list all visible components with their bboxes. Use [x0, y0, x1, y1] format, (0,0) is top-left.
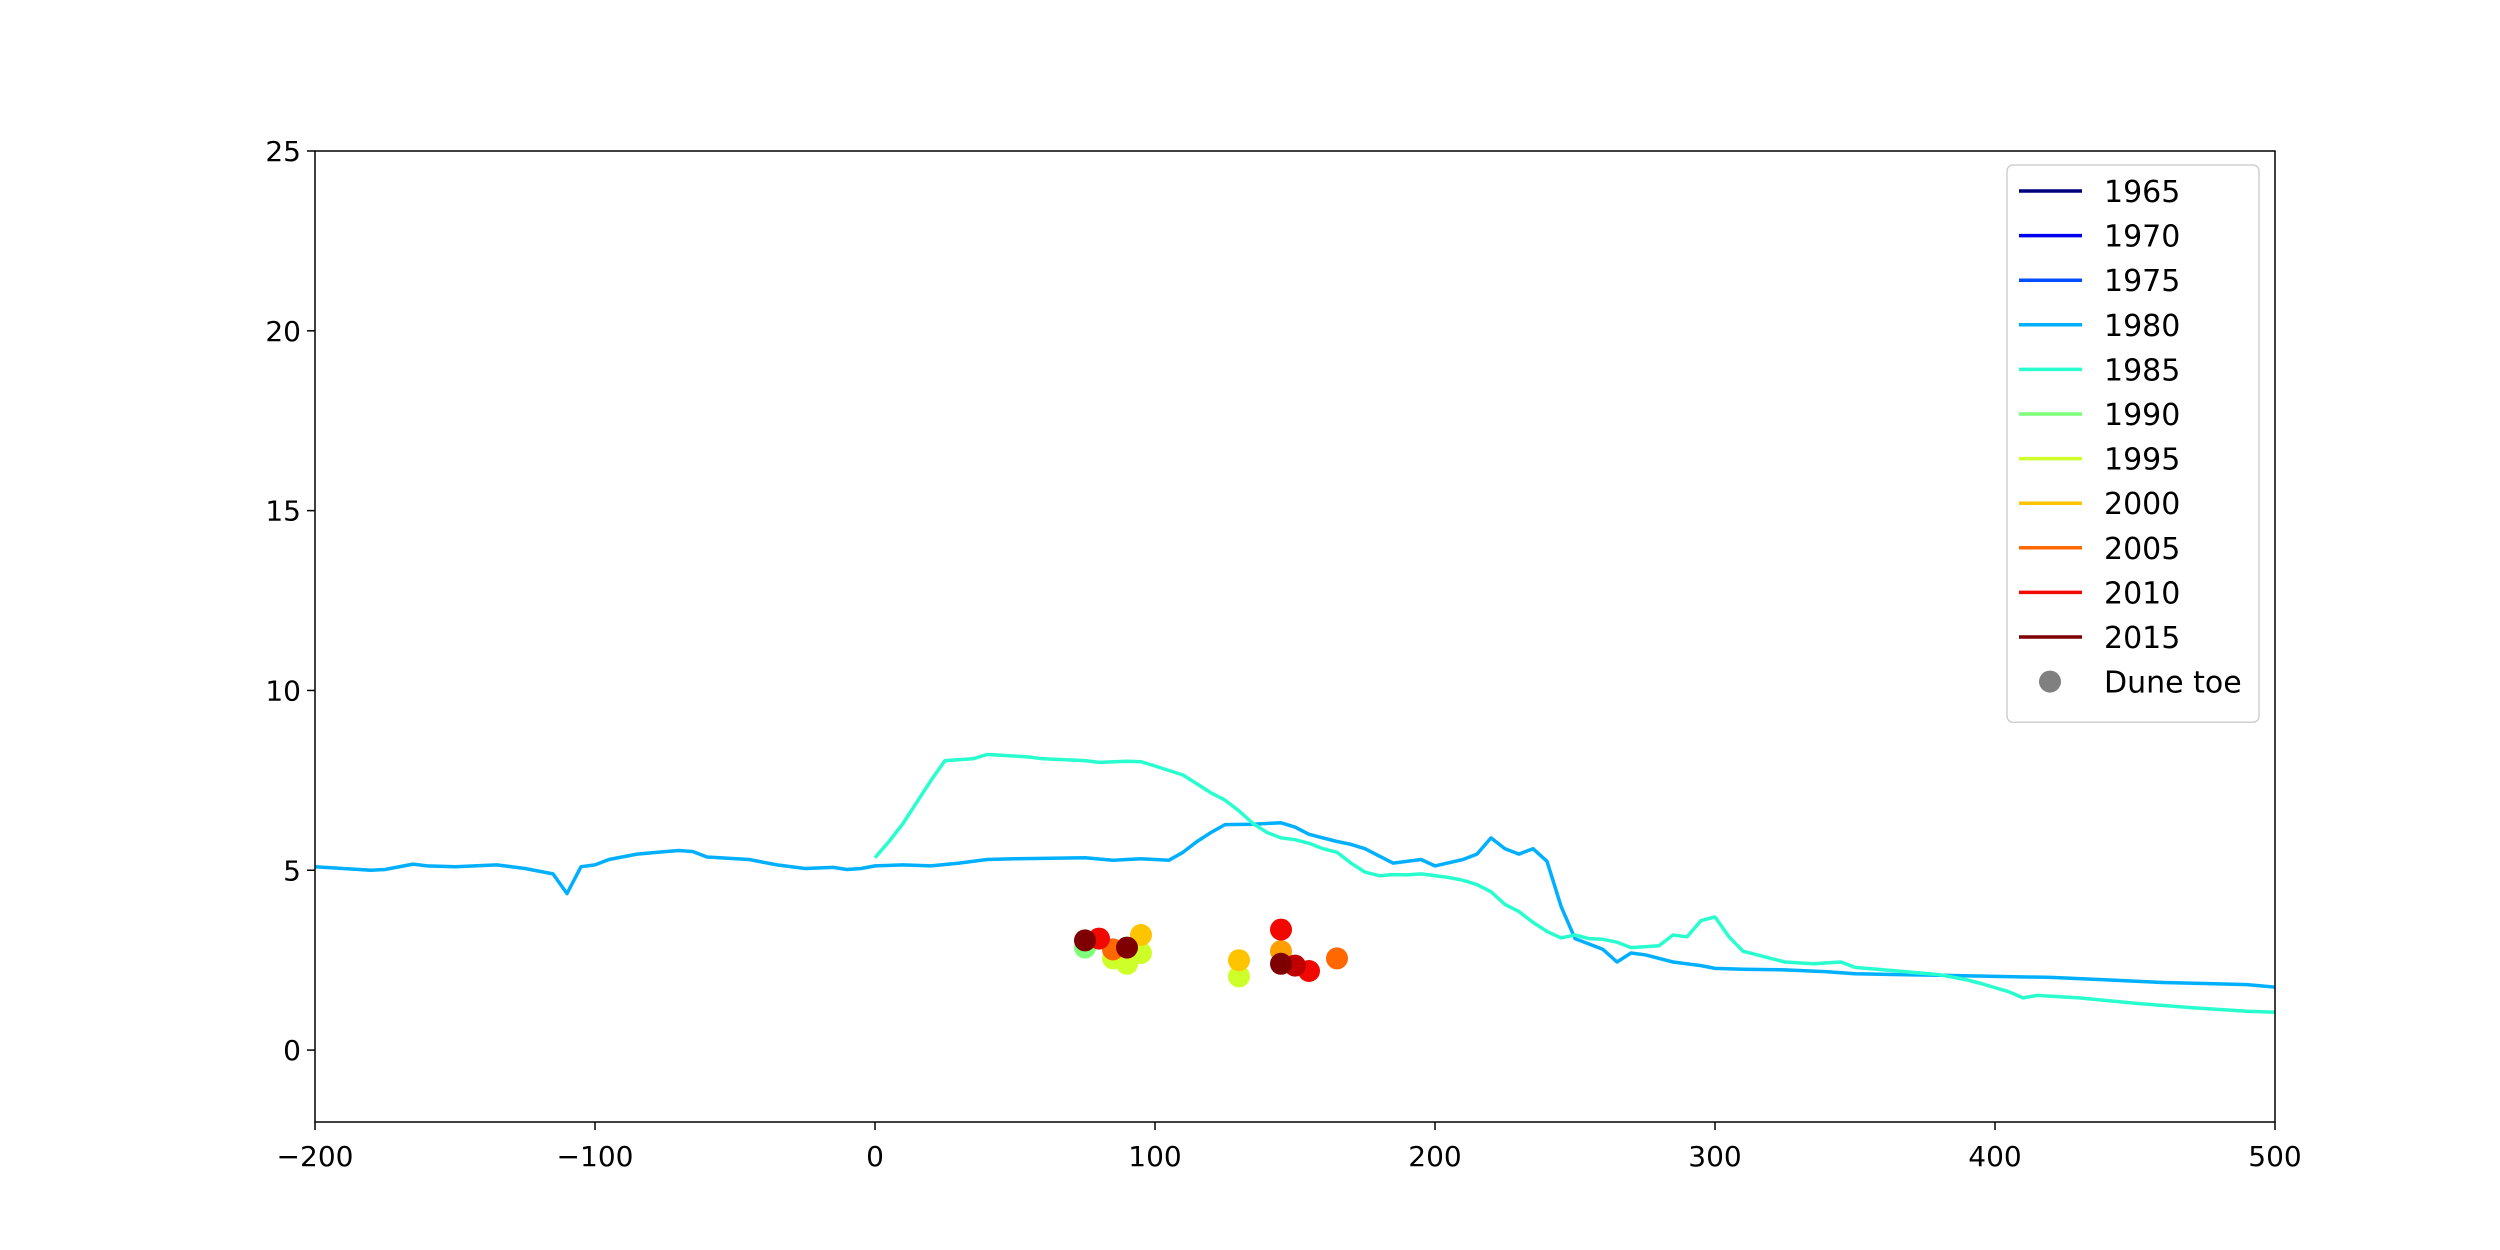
x-tick-label: 100 — [1128, 1140, 1181, 1173]
dune-toe-points — [1074, 918, 1348, 988]
series-line-1985 — [873, 752, 2275, 1015]
legend-label: 1985 — [2104, 353, 2180, 388]
legend-label: 1970 — [2104, 220, 2180, 255]
legend-label: 2010 — [2104, 576, 2180, 611]
y-tick-label: 15 — [265, 495, 301, 528]
series-layer — [315, 752, 2275, 1015]
dune-toe-point — [1228, 965, 1250, 988]
dune-toe-point — [1270, 952, 1292, 975]
legend-dot-swatch — [2039, 670, 2061, 693]
y-tick-label: 5 — [283, 854, 301, 887]
legend-label: 1975 — [2104, 264, 2180, 299]
legend-label: 1980 — [2104, 309, 2180, 344]
legend-box — [2006, 164, 2260, 723]
legend-label: 1995 — [2104, 443, 2180, 478]
legend-label: 1990 — [2104, 398, 2180, 433]
dune-toe-point — [1074, 929, 1096, 952]
y-axis: 0 5 10 15 20 25 — [265, 135, 315, 1067]
x-tick-label: 500 — [2248, 1140, 2301, 1173]
x-tick-label: 300 — [1688, 1140, 1741, 1173]
dune-toe-point — [1130, 924, 1152, 946]
y-tick-label: 20 — [265, 315, 301, 348]
series-line-1980 — [315, 821, 2275, 989]
x-tick-label: 400 — [1968, 1140, 2021, 1173]
legend-label: Dune toe — [2104, 666, 2242, 701]
legend-label: 2000 — [2104, 487, 2180, 522]
legend-label: 2015 — [2104, 621, 2180, 656]
dune-toe-point — [1116, 936, 1138, 959]
x-axis: −200 −100 0 100 200 300 400 500 — [277, 1122, 2302, 1173]
legend-label: 1965 — [2104, 175, 2180, 210]
legend-label: 2005 — [2104, 532, 2180, 567]
x-tick-label: 200 — [1408, 1140, 1461, 1173]
dune-toe-point — [1326, 947, 1348, 970]
y-tick-label: 0 — [283, 1034, 301, 1067]
axes-frame — [314, 150, 2276, 1123]
x-tick-label: −100 — [557, 1140, 634, 1173]
y-tick-label: 25 — [265, 135, 301, 168]
y-tick-label: 10 — [265, 674, 301, 707]
x-tick-label: −200 — [277, 1140, 354, 1173]
x-tick-label: 0 — [866, 1140, 884, 1173]
plot-area — [314, 150, 2276, 1123]
legend: 1965 1970 1975 1980 1985 1990 1995 2000 2005 2010… — [2006, 164, 2260, 723]
dune-toe-point — [1270, 918, 1292, 941]
dune-toe-point — [1228, 949, 1250, 972]
